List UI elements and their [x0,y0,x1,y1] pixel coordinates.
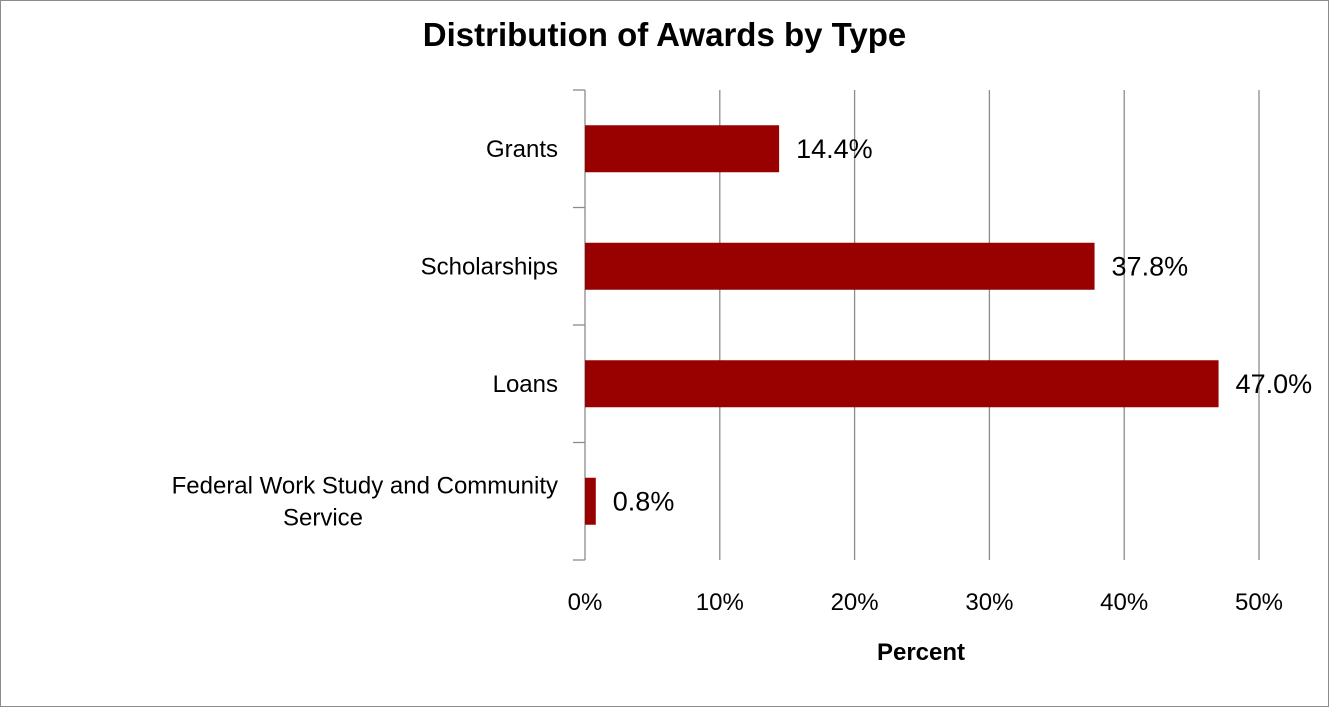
x-axis-title: Percent [877,639,965,666]
x-tick-label: 50% [1235,589,1283,616]
category-label: Scholarships [421,253,558,280]
bar-loans [585,360,1219,408]
x-tick-label: 30% [965,589,1013,616]
category-label: Loans [493,371,558,398]
axes [573,89,586,561]
category-label: Federal Work Study and Community Service [172,472,558,531]
gridlines [719,90,1260,560]
category-label: Grants [486,136,558,163]
data-label: 47.0% [1236,369,1313,399]
chart-title: Distribution of Awards by Type [422,16,907,53]
x-tick-label: 20% [831,589,879,616]
bar-grants [585,125,780,173]
x-tick-label: 0% [568,589,603,616]
labels: 0% 10% 20% 30% 40% 50% 14.4% Grants 37.8% Scholar… [172,134,1313,616]
x-tick-label: 10% [696,589,744,616]
bar-federal-work-study-and-community-service [585,477,596,525]
bar-scholarships [585,242,1095,290]
data-label: 37.8% [1112,251,1189,281]
data-label: 0.8% [613,486,675,516]
x-tick-label: 40% [1100,589,1148,616]
bars [585,125,1219,525]
data-label: 14.4% [796,134,873,164]
